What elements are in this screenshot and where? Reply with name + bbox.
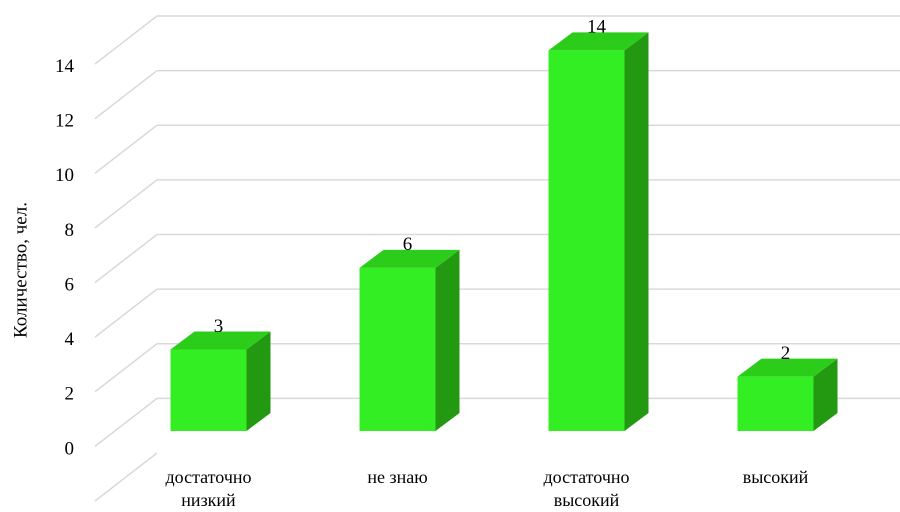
bar-top [737, 358, 838, 377]
grid-line-depth [94, 70, 158, 120]
data-label: 14 [587, 17, 607, 38]
y-tick-label: 6 [65, 274, 75, 295]
data-label: 6 [403, 234, 413, 255]
x-tick-label: достаточно низкий [165, 467, 252, 510]
grid-line-depth [94, 124, 158, 174]
y-tick-label: 8 [65, 220, 75, 241]
bar-top [359, 249, 460, 268]
bar-top [170, 331, 271, 350]
bar-side [813, 358, 838, 431]
bar-top [548, 32, 649, 51]
data-label: 3 [214, 316, 224, 337]
grid-line-depth [94, 397, 158, 447]
grid-line-depth [94, 452, 158, 502]
x-tick-label: достаточно высокий [543, 467, 630, 510]
y-tick-label: 0 [65, 438, 75, 459]
y-tick-label: 4 [65, 329, 75, 350]
y-axis-label: Количество, чел. [10, 202, 31, 338]
y-tick-label: 14 [55, 56, 75, 77]
grid-line-depth [94, 233, 158, 284]
x-tick-label: не знаю [367, 467, 428, 487]
bar [737, 376, 814, 431]
bar [548, 50, 625, 431]
bar [170, 349, 247, 431]
bar [359, 267, 436, 431]
grid-frame [94, 15, 158, 65]
x-tick-label: высокий [742, 467, 809, 487]
y-tick-label: 12 [55, 111, 74, 132]
y-tick-label: 2 [65, 384, 75, 405]
bar-side [624, 32, 649, 431]
bar-side [435, 249, 460, 431]
bar-side [246, 331, 271, 431]
y-tick-label: 10 [55, 165, 74, 186]
data-label: 2 [781, 343, 791, 364]
grid-line-depth [94, 288, 158, 338]
grid-line-depth [94, 343, 158, 393]
grid-line-depth [94, 179, 158, 229]
